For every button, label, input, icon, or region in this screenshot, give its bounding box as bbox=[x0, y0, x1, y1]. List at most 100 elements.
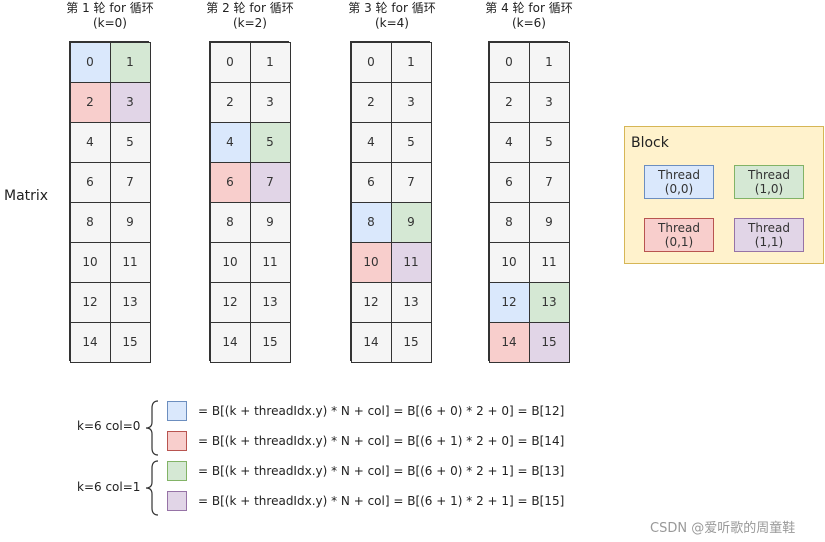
thread-0-0: Thread (0,0) bbox=[644, 165, 714, 199]
thread-1-1-label: Thread bbox=[748, 221, 790, 235]
matrix-cell-6: 6 bbox=[69, 161, 111, 203]
matrix-cell-12: 12 bbox=[488, 281, 530, 323]
matrix-cell-9: 9 bbox=[528, 201, 570, 243]
iteration-2-title-text: 第 2 轮 for 循环 bbox=[206, 1, 294, 15]
block-title: Block bbox=[631, 135, 669, 151]
iteration-1-title: 第 1 轮 for 循环 (k=0) bbox=[50, 1, 170, 31]
matrix-cell-1: 1 bbox=[249, 41, 291, 83]
matrix-cell-13: 13 bbox=[528, 281, 570, 323]
thread-0-1-label: Thread bbox=[658, 221, 700, 235]
matrix-cell-2: 2 bbox=[209, 81, 251, 123]
watermark: CSDN @爱听歌的周童鞋 bbox=[650, 521, 796, 536]
matrix-cell-7: 7 bbox=[390, 161, 432, 203]
iteration-4-title: 第 4 轮 for 循环 (k=6) bbox=[469, 1, 589, 31]
matrix-cell-4: 4 bbox=[209, 121, 251, 163]
matrix-cell-11: 11 bbox=[528, 241, 570, 283]
matrix-cell-8: 8 bbox=[350, 201, 392, 243]
matrix-grid-iteration-1: 0 1 2 3 4 5 6 7 8 9 10 11 12 13 14 15 bbox=[69, 41, 151, 363]
matrix-cell-4: 4 bbox=[488, 121, 530, 163]
thread-1-1: Thread (1,1) bbox=[734, 218, 804, 252]
legend-swatch-green bbox=[167, 461, 187, 481]
matrix-cell-13: 13 bbox=[109, 281, 151, 323]
matrix-cell-3: 3 bbox=[249, 81, 291, 123]
matrix-cell-10: 10 bbox=[209, 241, 251, 283]
matrix-grid-iteration-4: 0 1 2 3 4 5 6 7 8 9 10 11 12 13 14 15 bbox=[488, 41, 570, 363]
legend-swatch-red bbox=[167, 431, 187, 451]
matrix-cell-0: 0 bbox=[69, 41, 111, 83]
matrix-cell-14: 14 bbox=[209, 321, 251, 363]
matrix-grid-iteration-3: 0 1 2 3 4 5 6 7 8 9 10 11 12 13 14 15 bbox=[350, 41, 432, 363]
thread-1-0-coord: (1,0) bbox=[754, 182, 784, 196]
matrix-cell-7: 7 bbox=[109, 161, 151, 203]
matrix-cell-3: 3 bbox=[390, 81, 432, 123]
matrix-cell-9: 9 bbox=[390, 201, 432, 243]
iteration-2-title: 第 2 轮 for 循环 (k=2) bbox=[190, 1, 310, 31]
iteration-3-subtitle: (k=4) bbox=[374, 16, 409, 30]
matrix-cell-3: 3 bbox=[528, 81, 570, 123]
matrix-cell-12: 12 bbox=[209, 281, 251, 323]
matrix-cell-8: 8 bbox=[488, 201, 530, 243]
matrix-cell-10: 10 bbox=[350, 241, 392, 283]
matrix-grid-iteration-2: 0 1 2 3 4 5 6 7 8 9 10 11 12 13 14 15 bbox=[209, 41, 291, 363]
matrix-cell-11: 11 bbox=[109, 241, 151, 283]
legend-group-1-label: k=6 col=0 bbox=[77, 419, 141, 433]
matrix-cell-4: 4 bbox=[69, 121, 111, 163]
thread-block: Block Thread (0,0) Thread (1,0) Thread (… bbox=[624, 126, 824, 264]
thread-1-1-coord: (1,1) bbox=[754, 235, 784, 249]
matrix-cell-10: 10 bbox=[488, 241, 530, 283]
matrix-cell-0: 0 bbox=[488, 41, 530, 83]
thread-1-0: Thread (1,0) bbox=[734, 165, 804, 199]
thread-0-0-coord: (0,0) bbox=[664, 182, 694, 196]
matrix-cell-7: 7 bbox=[528, 161, 570, 203]
thread-0-1-coord: (0,1) bbox=[664, 235, 694, 249]
matrix-cell-5: 5 bbox=[390, 121, 432, 163]
matrix-cell-0: 0 bbox=[350, 41, 392, 83]
iteration-1-title-text: 第 1 轮 for 循环 bbox=[66, 1, 154, 15]
matrix-cell-8: 8 bbox=[209, 201, 251, 243]
legend-group-1-brace bbox=[145, 400, 159, 456]
matrix-cell-12: 12 bbox=[69, 281, 111, 323]
matrix-cell-11: 11 bbox=[390, 241, 432, 283]
iteration-3-title-text: 第 3 轮 for 循环 bbox=[348, 1, 436, 15]
matrix-cell-14: 14 bbox=[350, 321, 392, 363]
matrix-cell-15: 15 bbox=[390, 321, 432, 363]
legend-swatch-blue bbox=[167, 401, 187, 421]
matrix-cell-9: 9 bbox=[109, 201, 151, 243]
matrix-cell-7: 7 bbox=[249, 161, 291, 203]
matrix-cell-8: 8 bbox=[69, 201, 111, 243]
matrix-cell-1: 1 bbox=[528, 41, 570, 83]
matrix-cell-1: 1 bbox=[390, 41, 432, 83]
matrix-cell-13: 13 bbox=[390, 281, 432, 323]
matrix-cell-5: 5 bbox=[249, 121, 291, 163]
matrix-cell-4: 4 bbox=[350, 121, 392, 163]
matrix-cell-15: 15 bbox=[109, 321, 151, 363]
legend-group-2-label: k=6 col=1 bbox=[77, 480, 141, 494]
matrix-label: Matrix bbox=[4, 188, 49, 204]
thread-1-0-label: Thread bbox=[748, 168, 790, 182]
matrix-cell-2: 2 bbox=[69, 81, 111, 123]
matrix-cell-13: 13 bbox=[249, 281, 291, 323]
legend-group-2-brace bbox=[145, 460, 159, 516]
iteration-4-title-text: 第 4 轮 for 循环 bbox=[485, 1, 573, 15]
legend-text-b12: = B[(k + threadIdx.y) * N + col] = B[(6 … bbox=[198, 404, 565, 418]
matrix-cell-12: 12 bbox=[350, 281, 392, 323]
matrix-cell-2: 2 bbox=[350, 81, 392, 123]
thread-0-0-label: Thread bbox=[658, 168, 700, 182]
iteration-1-subtitle: (k=0) bbox=[92, 16, 127, 30]
matrix-cell-3: 3 bbox=[109, 81, 151, 123]
iteration-4-subtitle: (k=6) bbox=[511, 16, 546, 30]
matrix-cell-5: 5 bbox=[109, 121, 151, 163]
thread-0-1: Thread (0,1) bbox=[644, 218, 714, 252]
legend-swatch-purple bbox=[167, 491, 187, 511]
matrix-cell-15: 15 bbox=[249, 321, 291, 363]
iteration-3-title: 第 3 轮 for 循环 (k=4) bbox=[332, 1, 452, 31]
matrix-cell-5: 5 bbox=[528, 121, 570, 163]
legend-text-b14: = B[(k + threadIdx.y) * N + col] = B[(6 … bbox=[198, 434, 565, 448]
matrix-cell-9: 9 bbox=[249, 201, 291, 243]
matrix-cell-0: 0 bbox=[209, 41, 251, 83]
legend-text-b15: = B[(k + threadIdx.y) * N + col] = B[(6 … bbox=[198, 494, 565, 508]
legend-text-b13: = B[(k + threadIdx.y) * N + col] = B[(6 … bbox=[198, 464, 565, 478]
matrix-cell-6: 6 bbox=[209, 161, 251, 203]
iteration-2-subtitle: (k=2) bbox=[232, 16, 267, 30]
matrix-cell-10: 10 bbox=[69, 241, 111, 283]
